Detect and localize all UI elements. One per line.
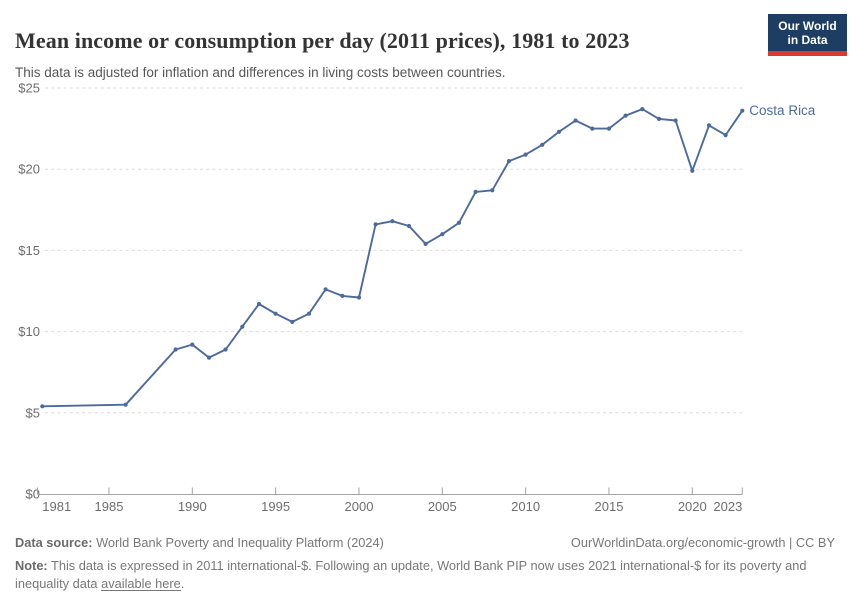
- data-source-text: World Bank Poverty and Inequality Platfo…: [92, 535, 384, 550]
- data-point: [523, 152, 528, 157]
- data-point: [623, 113, 628, 118]
- data-point: [290, 319, 295, 324]
- data-point: [540, 142, 545, 147]
- x-tick-label: 2015: [595, 499, 624, 514]
- y-tick-label: $0: [26, 487, 40, 502]
- data-point: [373, 222, 378, 227]
- data-point: [573, 118, 578, 123]
- data-point: [390, 219, 395, 224]
- available-here-link[interactable]: available here: [101, 576, 181, 592]
- page-title: Mean income or consumption per day (2011…: [15, 27, 630, 53]
- note-label: Note:: [15, 557, 48, 573]
- data-point: [123, 402, 128, 407]
- data-point: [456, 220, 462, 225]
- y-tick-label: $15: [18, 243, 40, 258]
- note-text: This data is expressed in 2011 internati…: [15, 557, 807, 592]
- x-tick-label: 2010: [511, 499, 540, 514]
- x-tick-label: 1981: [42, 499, 71, 514]
- y-tick-label: $25: [18, 81, 40, 96]
- data-point: [556, 129, 562, 134]
- data-point: [240, 324, 245, 329]
- data-point: [723, 133, 728, 138]
- data-point: [306, 311, 312, 316]
- data-point: [656, 116, 662, 121]
- x-tick-label: 1985: [95, 499, 124, 514]
- data-point: [706, 123, 712, 128]
- series-end-label: Costa Rica: [749, 103, 816, 118]
- data-point: [223, 347, 228, 352]
- x-tick-label: 2020: [678, 499, 707, 514]
- data-point: [473, 189, 478, 194]
- x-tick-label: 2023: [713, 499, 742, 514]
- data-point: [440, 232, 445, 237]
- data-point: [606, 126, 612, 131]
- x-tick-label: 2000: [345, 499, 374, 514]
- data-point: [206, 355, 212, 360]
- data-source-label: Data source:: [15, 535, 93, 550]
- y-tick-label: $20: [18, 162, 40, 177]
- chart-subtitle: This data is adjusted for inflation and …: [15, 64, 506, 80]
- x-tick-label: 2005: [428, 499, 457, 514]
- data-point: [640, 107, 645, 112]
- note-text-end: .: [180, 576, 185, 592]
- chart-note: Note: This data is expressed in 2011 int…: [15, 557, 835, 594]
- data-point: [323, 287, 328, 292]
- data-point: [173, 347, 178, 352]
- chart-footer: Data source: World Bank Poverty and Ineq…: [15, 534, 835, 594]
- line-chart: $0 $5 $10 $15 $20 $25 1981 1985 1990 1995 2000 2005…: [18, 81, 816, 515]
- data-point: [256, 301, 262, 307]
- data-point: [740, 108, 745, 113]
- x-tick-label: 1990: [178, 499, 207, 514]
- data-point: [40, 404, 45, 409]
- data-point: [190, 342, 195, 347]
- data-source: Data source: World Bank Poverty and Ineq…: [15, 534, 384, 553]
- owid-logo-line2: in Data: [787, 32, 828, 47]
- data-point: [340, 293, 345, 298]
- owid-logo[interactable]: Our World in Data: [768, 14, 847, 56]
- data-point: [423, 241, 428, 246]
- data-point: [590, 126, 595, 131]
- data-point: [673, 118, 678, 123]
- y-tick-label: $10: [18, 324, 40, 339]
- data-point: [356, 295, 362, 300]
- data-point: [690, 168, 695, 173]
- data-point: [506, 159, 512, 164]
- y-tick-label: $5: [26, 405, 40, 420]
- x-tick-label: 1995: [261, 499, 290, 514]
- attribution: OurWorldinData.org/economic-growth | CC …: [570, 535, 835, 550]
- data-point: [490, 188, 495, 193]
- data-line: [41, 108, 744, 408]
- data-point: [273, 311, 278, 316]
- owid-logo-line1: Our World: [778, 18, 837, 33]
- data-point: [406, 223, 412, 229]
